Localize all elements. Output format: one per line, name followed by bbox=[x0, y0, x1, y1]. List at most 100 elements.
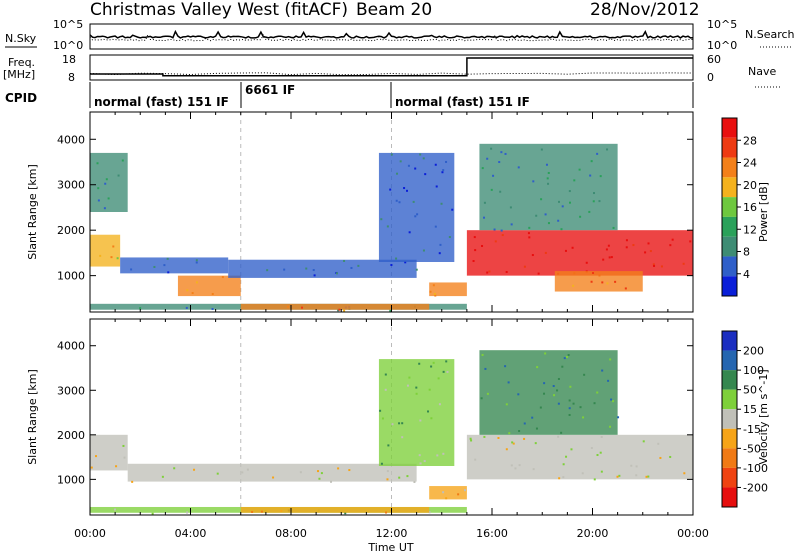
data-speckle bbox=[635, 465, 638, 468]
data-speckle bbox=[122, 444, 125, 447]
power-data-marks bbox=[90, 112, 693, 312]
data-region-0-11 bbox=[378, 152, 455, 262]
data-speckle bbox=[435, 185, 438, 188]
data-speckle bbox=[123, 456, 126, 459]
data-speckle bbox=[474, 249, 477, 252]
data-speckle bbox=[418, 454, 421, 457]
data-speckle bbox=[415, 268, 418, 271]
power-axis-ticks: 1000 2000 3000 4000 bbox=[57, 112, 694, 312]
station-title: Christmas Valley West (fitACF) bbox=[90, 0, 348, 20]
data-speckle bbox=[481, 167, 484, 170]
velocity-colorbar-frame bbox=[721, 330, 738, 508]
data-speckle bbox=[112, 245, 115, 248]
power-colorbar-swatch bbox=[722, 177, 737, 198]
data-speckle bbox=[116, 257, 119, 260]
data-speckle bbox=[523, 265, 526, 268]
data-speckle bbox=[280, 510, 283, 513]
velocity-colorbar-swatch bbox=[722, 389, 737, 410]
data-speckle bbox=[570, 448, 573, 451]
data-speckle bbox=[384, 373, 387, 376]
data-speckle bbox=[504, 365, 507, 368]
data-speckle bbox=[470, 439, 473, 442]
data-region-0-0 bbox=[90, 234, 121, 267]
velocity-colorbar-tick-label: 15 bbox=[743, 403, 757, 416]
data-speckle bbox=[130, 268, 133, 271]
data-speckle bbox=[241, 471, 244, 474]
data-speckle bbox=[481, 244, 484, 247]
nave-tick-top: 60 bbox=[707, 53, 721, 66]
data-speckle bbox=[618, 474, 621, 477]
data-speckle bbox=[568, 407, 571, 410]
data-speckle bbox=[433, 292, 436, 295]
data-speckle bbox=[508, 432, 511, 435]
data-speckle bbox=[593, 478, 596, 481]
noise-search-series bbox=[89, 33, 694, 42]
frequency-panel: Freq. [MHz] 18 8 60 0 Nave bbox=[3, 53, 782, 88]
data-speckle bbox=[419, 419, 422, 422]
data-speckle bbox=[596, 391, 599, 394]
data-speckle bbox=[395, 199, 398, 202]
data-speckle bbox=[483, 201, 486, 204]
data-speckle bbox=[682, 262, 685, 265]
data-speckle bbox=[523, 437, 526, 440]
data-speckle bbox=[557, 219, 560, 222]
velocity-colorbar-swatch bbox=[722, 467, 737, 488]
power-colorbar-swatch bbox=[722, 216, 737, 237]
data-speckle bbox=[539, 406, 542, 409]
data-speckle bbox=[596, 152, 599, 155]
data-speckle bbox=[99, 254, 102, 257]
data-speckle bbox=[434, 294, 437, 297]
velocity-colorbar-tick-label: -200 bbox=[743, 481, 768, 494]
data-region-0-4 bbox=[228, 259, 417, 278]
data-speckle bbox=[590, 447, 593, 450]
y-tick-label: 2000 bbox=[57, 224, 85, 237]
data-speckle bbox=[412, 200, 415, 203]
data-speckle bbox=[605, 248, 608, 251]
data-speckle bbox=[572, 402, 575, 405]
data-speckle bbox=[113, 508, 116, 511]
velocity-axis-ticks: 1000 2000 3000 4000 bbox=[57, 319, 694, 515]
data-speckle bbox=[497, 436, 500, 439]
data-speckle bbox=[609, 425, 612, 428]
data-speckle bbox=[657, 442, 660, 445]
data-speckle bbox=[419, 462, 422, 465]
data-speckle bbox=[191, 292, 194, 295]
data-speckle bbox=[398, 201, 401, 204]
y-tick-label: 1000 bbox=[57, 270, 85, 283]
velocity-colorbar-tick-label: 100 bbox=[743, 364, 764, 377]
power-ylabel: Slant Range [km] bbox=[26, 164, 39, 260]
data-speckle bbox=[509, 206, 512, 209]
data-speckle bbox=[97, 199, 100, 202]
noise-left-tick-bottom: 10^0 bbox=[53, 39, 83, 52]
data-speckle bbox=[645, 475, 648, 478]
data-speckle bbox=[557, 402, 560, 405]
data-speckle bbox=[659, 456, 662, 459]
y-tick-label: 4000 bbox=[57, 133, 85, 146]
beam-title: Beam 20 bbox=[356, 0, 432, 20]
data-speckle bbox=[434, 163, 437, 166]
power-colorbar: 28 24 20 16 12 8 4 bbox=[721, 117, 757, 297]
data-speckle bbox=[579, 215, 582, 218]
data-speckle bbox=[343, 309, 346, 312]
data-speckle bbox=[505, 271, 508, 274]
data-speckle bbox=[103, 207, 106, 210]
data-speckle bbox=[499, 190, 502, 193]
data-region-1-0 bbox=[90, 434, 128, 471]
data-region-0-9 bbox=[554, 271, 643, 292]
cpid-segment-2: normal (fast) 151 IF bbox=[395, 95, 530, 109]
data-speckle bbox=[480, 397, 483, 400]
data-speckle bbox=[163, 264, 166, 267]
data-speckle bbox=[599, 451, 602, 454]
data-speckle bbox=[642, 440, 645, 443]
data-speckle bbox=[610, 256, 613, 259]
power-colorbar-label: Power [dB] bbox=[757, 182, 770, 242]
data-speckle bbox=[442, 452, 445, 455]
data-speckle bbox=[528, 236, 531, 239]
data-speckle bbox=[579, 406, 582, 409]
x-tick-label: 08:00 bbox=[275, 527, 307, 540]
data-speckle bbox=[606, 282, 609, 285]
data-speckle bbox=[610, 398, 613, 401]
data-speckle bbox=[195, 261, 198, 264]
data-speckle bbox=[387, 444, 390, 447]
data-speckle bbox=[301, 306, 304, 309]
